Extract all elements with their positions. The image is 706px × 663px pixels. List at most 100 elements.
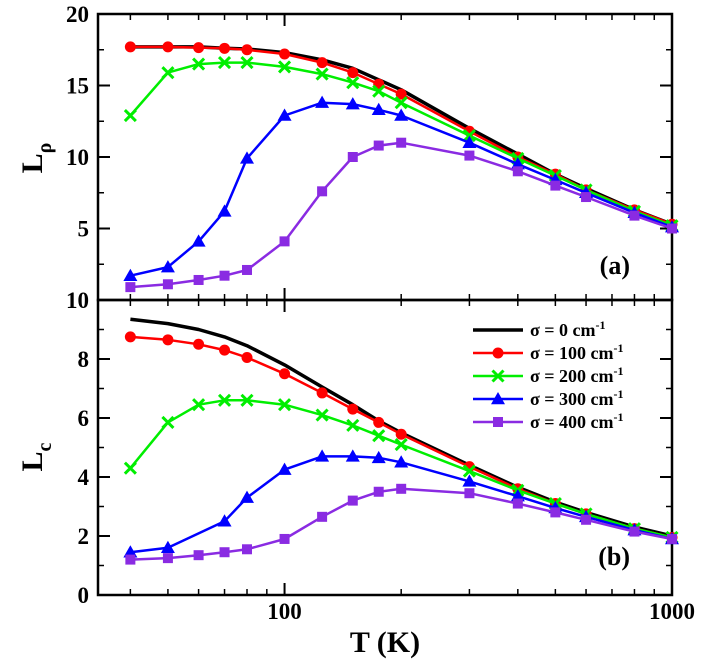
- legend: σ = 0 cm-1σ = 100 cm-1σ = 200 cm-1σ = 30…: [473, 318, 624, 432]
- data-point: [464, 488, 475, 499]
- y-tick-label: 10: [66, 288, 89, 313]
- data-point: [394, 96, 408, 110]
- data-point: [277, 462, 292, 475]
- legend-entry-sigma0: σ = 0 cm-1: [473, 318, 606, 340]
- data-point: [277, 398, 292, 412]
- legend-entry-sigma200: σ = 200 cm-1: [473, 364, 624, 386]
- data-point: [125, 554, 136, 565]
- legend-label: σ = 300 cm-1: [530, 387, 624, 409]
- series-sigma400-panel-b: [125, 483, 677, 565]
- data-point: [240, 490, 255, 503]
- data-point: [316, 57, 328, 69]
- panel-label-b: (b): [598, 542, 630, 571]
- data-point: [317, 511, 328, 522]
- data-point: [123, 108, 137, 123]
- legend-label: σ = 100 cm-1: [530, 341, 624, 363]
- y-tick-label: 10: [66, 145, 89, 170]
- data-point: [193, 274, 204, 285]
- y-tick-label: 6: [78, 406, 90, 431]
- data-point: [192, 398, 206, 412]
- data-point: [373, 416, 385, 428]
- legend-label-superscript: -1: [614, 410, 624, 424]
- series-sigma300-panel-a: [123, 95, 679, 281]
- data-point: [124, 41, 136, 53]
- y-axis-title-subscript: ρ: [34, 143, 56, 154]
- data-point: [346, 418, 360, 432]
- data-point: [161, 66, 175, 80]
- data-point: [345, 97, 360, 110]
- data-point: [315, 67, 329, 81]
- series-line: [130, 101, 673, 277]
- data-point: [315, 408, 329, 422]
- data-point: [462, 128, 476, 143]
- data-point: [242, 264, 253, 275]
- plot-frame-a: [96, 12, 674, 302]
- data-point: [394, 108, 409, 121]
- data-point: [124, 331, 136, 343]
- legend-label-superscript: -1: [614, 387, 624, 401]
- data-point: [462, 474, 477, 487]
- x-axis-title: T (K): [350, 626, 420, 659]
- data-point: [317, 186, 328, 197]
- data-point: [161, 415, 175, 429]
- data-point: [123, 268, 138, 281]
- data-point: [373, 140, 384, 151]
- panel-b: 0 2 4 6 8 10 (b) 100 1000: [66, 288, 695, 624]
- panel-label-a: (a): [600, 251, 630, 280]
- y-axis-title-subscript: c: [34, 442, 56, 451]
- data-point: [240, 151, 255, 164]
- data-point: [217, 56, 232, 70]
- legend-entry-sigma100: σ = 100 cm-1: [473, 341, 624, 363]
- legend-label: σ = 400 cm-1: [530, 410, 624, 432]
- data-point: [372, 84, 386, 98]
- data-point: [123, 545, 138, 558]
- data-point: [162, 279, 173, 290]
- x-tick-label: 100: [267, 599, 302, 624]
- y-tick-label: 0: [78, 583, 90, 608]
- data-point: [396, 483, 407, 494]
- series-sigma100-panel-b: [124, 331, 678, 543]
- data-point: [395, 428, 407, 440]
- data-point: [667, 533, 677, 544]
- data-point: [667, 223, 677, 234]
- series-line: [130, 141, 673, 289]
- data-point: [629, 526, 640, 537]
- series-line: [129, 61, 673, 227]
- legend-label: σ = 0 cm-1: [530, 318, 606, 340]
- legend-entry-sigma400: σ = 400 cm-1: [473, 410, 624, 432]
- y-axis-title-panel-a: Lρ: [16, 143, 56, 174]
- data-point: [512, 166, 523, 177]
- y-axis-title-main: L: [16, 153, 49, 173]
- panel-a: 5 10 15 20 (a): [66, 2, 679, 302]
- data-point: [464, 150, 475, 161]
- data-point: [581, 192, 592, 203]
- data-point: [581, 514, 592, 525]
- data-point: [160, 540, 175, 554]
- series-line: [130, 455, 673, 554]
- data-point: [279, 48, 291, 60]
- legend-label-superscript: -1: [614, 364, 624, 378]
- data-point: [162, 41, 174, 53]
- data-point: [462, 464, 476, 478]
- data-point: [512, 498, 523, 509]
- y-tick-label: 8: [78, 347, 90, 372]
- data-point: [396, 137, 407, 148]
- data-point: [550, 180, 561, 191]
- series-sigma300-panel-b: [123, 449, 679, 558]
- x-tick-label: 1000: [649, 599, 695, 624]
- data-point: [241, 44, 253, 56]
- data-point: [372, 429, 386, 443]
- data-point: [240, 393, 254, 407]
- legend-entry-sigma300: σ = 300 cm-1: [473, 387, 624, 409]
- data-point: [217, 514, 232, 527]
- data-point: [462, 135, 477, 148]
- data-point: [315, 95, 330, 108]
- data-point: [217, 393, 232, 407]
- data-point: [394, 437, 408, 452]
- data-point: [162, 553, 173, 564]
- data-point: [279, 236, 290, 247]
- data-point: [219, 344, 231, 356]
- data-point: [217, 204, 232, 217]
- y-tick-label: 4: [78, 465, 90, 490]
- legend-marker: [491, 392, 505, 405]
